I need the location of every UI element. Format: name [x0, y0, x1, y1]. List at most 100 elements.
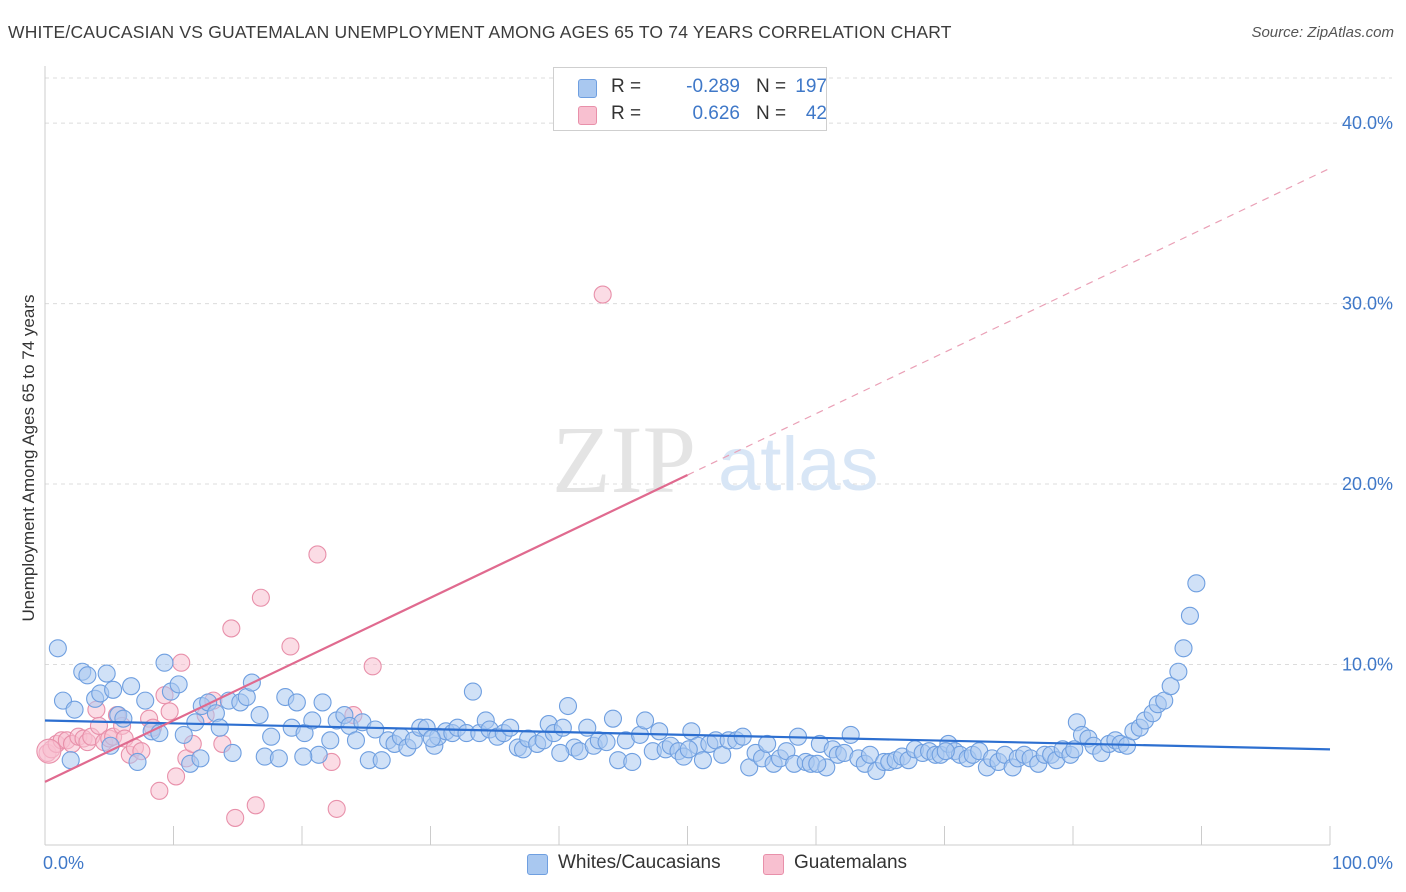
- white-caucasian-point: [287, 693, 306, 712]
- watermark: ZIP atlas: [552, 406, 879, 513]
- bottom-legend-swatch-whites: [527, 854, 548, 875]
- guatemalan-point: [160, 702, 179, 721]
- white-caucasian-point: [623, 752, 642, 772]
- white-caucasian-point: [122, 677, 141, 696]
- legend-n-value: 42: [805, 103, 827, 124]
- whites-trend-line: [44, 719, 1331, 751]
- legend-r-label: R =: [611, 103, 642, 124]
- guatemalan-point: [172, 653, 191, 672]
- y-tick-label: 30.0%: [1342, 294, 1393, 314]
- x-tick-label: 0.0%: [43, 853, 84, 873]
- white-caucasian-point: [250, 706, 269, 725]
- white-caucasian-point: [169, 675, 188, 694]
- x-tick-label: 100.0%: [1332, 853, 1393, 873]
- white-caucasian-point: [650, 722, 669, 741]
- guatemalan-point: [281, 637, 300, 656]
- white-caucasian-point: [136, 691, 155, 710]
- white-caucasian-point: [303, 711, 322, 730]
- y-tick-label: 20.0%: [1342, 474, 1393, 494]
- white-caucasian-point: [372, 751, 391, 770]
- x-tick-labels: 0.0% 100.0%: [43, 853, 1393, 873]
- white-caucasian-point: [693, 751, 712, 770]
- source-note: Source: ZipAtlas.com: [1251, 24, 1394, 41]
- white-caucasian-point: [936, 742, 955, 761]
- guatemalan-point: [251, 588, 270, 607]
- white-caucasian-point: [186, 713, 205, 732]
- white-caucasian-point: [603, 709, 623, 728]
- guatemalans-trend-extension: [687, 167, 1331, 476]
- white-caucasian-point: [758, 734, 777, 753]
- legend-r-value: -0.289: [686, 76, 740, 97]
- guatemalan-point: [150, 781, 169, 800]
- grid-lines: [45, 77, 1392, 666]
- guatemalan-point: [167, 767, 186, 786]
- legend-r-value: 0.626: [692, 103, 740, 124]
- white-caucasian-point: [210, 718, 229, 737]
- y-axis-label: Unemployment Among Ages 65 to 74 years: [19, 295, 38, 622]
- white-caucasian-point: [841, 725, 860, 744]
- white-caucasian-point: [1187, 574, 1206, 593]
- white-caucasian-point: [155, 653, 174, 672]
- white-caucasian-point: [1180, 606, 1199, 625]
- white-caucasian-point: [1174, 639, 1193, 658]
- white-caucasian-point: [346, 731, 366, 750]
- white-caucasian-point: [636, 711, 655, 730]
- white-caucasian-point: [597, 733, 616, 752]
- white-caucasian-point: [422, 729, 441, 748]
- guatemalan-point: [327, 799, 346, 818]
- legend-swatch-whites: [578, 79, 597, 98]
- white-caucasian-point: [174, 725, 193, 744]
- white-caucasian-point: [553, 718, 572, 737]
- white-caucasian-point: [97, 664, 116, 683]
- axes: [44, 66, 1331, 846]
- white-caucasian-point: [65, 700, 84, 719]
- watermark-atlas: atlas: [718, 422, 879, 507]
- bottom-legend-swatch-guatemalans: [763, 854, 784, 875]
- white-caucasian-point: [104, 680, 123, 699]
- guatemalan-point: [363, 657, 382, 676]
- guatemalans-trend-line: [44, 474, 688, 783]
- guatemalan-point: [222, 619, 241, 638]
- white-caucasian-point: [860, 745, 880, 764]
- white-caucasian-point: [309, 745, 328, 764]
- correlation-legend: R = -0.289 N = 197 R = 0.626 N = 42: [553, 67, 827, 131]
- white-caucasian-point: [808, 754, 827, 773]
- legend-n-label: N =: [756, 76, 787, 97]
- white-caucasian-point: [294, 747, 313, 766]
- white-caucasian-point: [128, 752, 147, 772]
- trend-lines: [44, 167, 1331, 783]
- white-caucasian-point: [321, 731, 340, 750]
- guatemalan-point: [36, 738, 62, 764]
- legend-swatch-guatemalans: [578, 106, 597, 125]
- guatemalan-point: [226, 808, 245, 827]
- white-caucasian-point: [269, 749, 288, 768]
- white-caucasian-point: [223, 743, 242, 763]
- white-caucasian-point: [1065, 740, 1084, 759]
- watermark-zip: ZIP: [552, 406, 696, 513]
- legend-n-label: N =: [756, 103, 787, 124]
- whites-points: [48, 574, 1206, 781]
- white-caucasian-point: [463, 682, 482, 701]
- chart-title: WHITE/CAUCASIAN VS GUATEMALAN UNEMPLOYME…: [8, 22, 952, 42]
- guatemalan-point: [593, 285, 612, 304]
- white-caucasian-point: [1161, 677, 1180, 696]
- white-caucasian-point: [366, 720, 385, 739]
- legend-r-label: R =: [611, 76, 642, 97]
- white-caucasian-point: [551, 743, 570, 763]
- white-caucasian-point: [191, 749, 210, 768]
- white-caucasian-point: [262, 727, 281, 746]
- white-caucasian-point: [558, 696, 578, 716]
- bottom-legend-label-whites: Whites/Caucasians: [558, 852, 721, 873]
- y-tick-label: 40.0%: [1342, 113, 1393, 133]
- white-caucasian-point: [1169, 662, 1188, 681]
- guatemalan-point: [246, 796, 265, 815]
- bottom-legend-label-guatemalans: Guatemalans: [794, 852, 908, 873]
- legend-n-value: 197: [795, 76, 827, 97]
- white-caucasian-point: [78, 666, 97, 685]
- white-caucasian-point: [679, 740, 698, 759]
- white-caucasian-point: [501, 718, 520, 737]
- white-caucasian-point: [48, 639, 67, 658]
- y-tick-labels: 10.0% 20.0% 30.0% 40.0%: [1342, 113, 1393, 674]
- y-tick-label: 10.0%: [1342, 655, 1393, 675]
